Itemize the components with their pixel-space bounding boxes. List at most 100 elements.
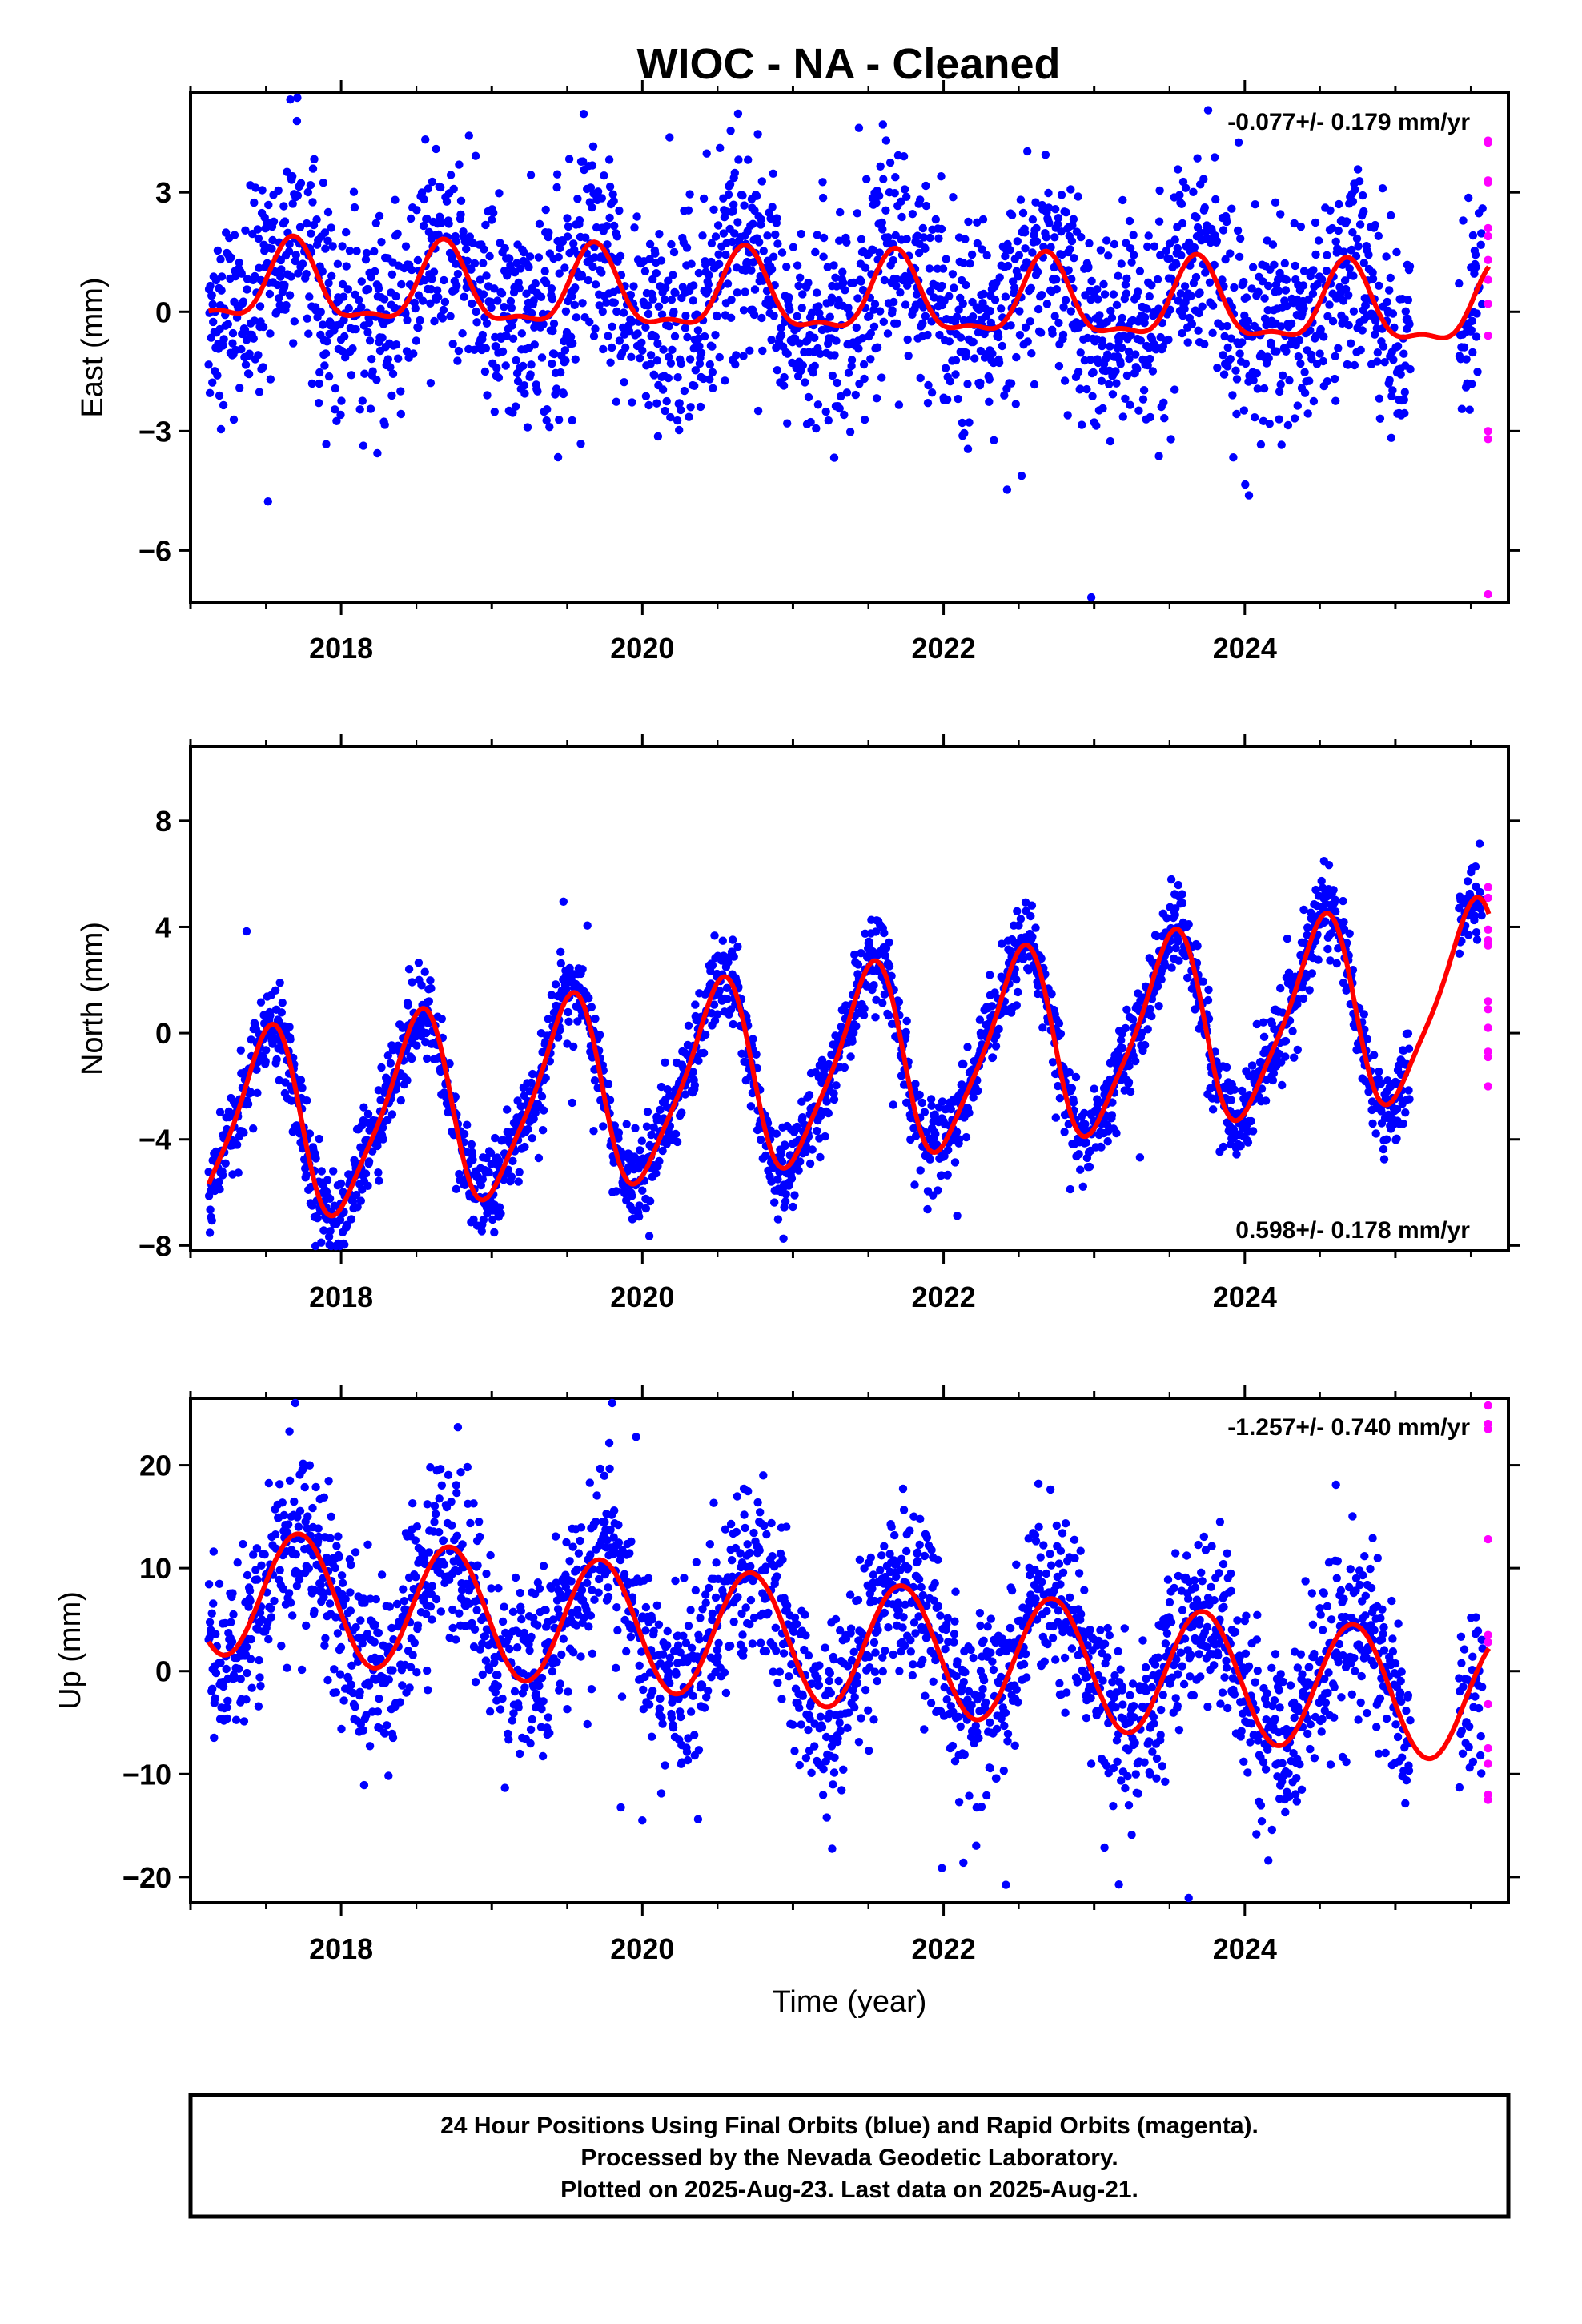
east-point-1660 <box>1070 254 1078 263</box>
east-point-1596 <box>1038 291 1046 300</box>
east-point-2314 <box>1406 364 1415 374</box>
east-point-403 <box>421 135 430 144</box>
up-point-55 <box>231 1715 241 1724</box>
north-plot-frame <box>189 745 1510 1252</box>
east-point-836 <box>641 323 650 332</box>
east-point-2127 <box>1309 266 1318 275</box>
east-point-1916 <box>1198 302 1207 311</box>
north-point-2012 <box>1243 1138 1253 1147</box>
east-point-1471 <box>969 312 978 321</box>
east-point-1051 <box>749 219 757 228</box>
east-point-786 <box>612 232 622 241</box>
north-point-496 <box>463 1120 472 1129</box>
north-point-3 <box>206 1205 215 1214</box>
east-point-1778 <box>1127 258 1136 267</box>
east-point-1146 <box>797 304 806 312</box>
north-point-158 <box>285 1023 294 1031</box>
east-point-313 <box>370 247 379 256</box>
north-point-74 <box>243 1100 253 1108</box>
east-point-167 <box>288 199 297 208</box>
east-point-1428 <box>946 377 955 386</box>
east-point-2061 <box>1275 415 1283 424</box>
north-point-1987 <box>1232 1150 1241 1159</box>
north-point-1773 <box>1124 1078 1134 1087</box>
east-point-528 <box>488 215 496 224</box>
east-point-1033 <box>741 287 749 296</box>
east-point-435 <box>437 219 446 227</box>
east-point-413 <box>426 379 436 388</box>
east-point-2309 <box>1403 296 1413 304</box>
east-point-1549 <box>1010 283 1019 292</box>
east-point-2210 <box>1352 234 1362 243</box>
north-point-406 <box>412 1041 421 1050</box>
east-point-1124 <box>785 293 793 302</box>
east-point-1524 <box>997 304 1006 313</box>
east-point-823 <box>633 329 642 338</box>
north-point-815 <box>628 1192 636 1200</box>
east-point-572 <box>508 408 517 417</box>
north-point-358 <box>387 1110 397 1119</box>
east-point-1251 <box>854 344 863 353</box>
east-point-1139 <box>794 281 803 291</box>
east-point-1587 <box>1031 198 1040 207</box>
up-point-20 <box>215 1579 224 1589</box>
east-point-1632 <box>1057 227 1066 236</box>
east-point-1184 <box>818 193 828 203</box>
north-point-1180 <box>821 1132 829 1141</box>
east-point-564 <box>505 254 514 263</box>
east-point-2137 <box>1314 236 1323 245</box>
east-point-1483 <box>976 378 985 388</box>
east-point-1829 <box>1153 275 1162 284</box>
east-point-228 <box>321 244 330 253</box>
north-point-310 <box>363 1181 372 1191</box>
east-point-1903 <box>1191 272 1201 282</box>
north-rapid-point-7 <box>1484 1023 1492 1032</box>
north-point-1118 <box>789 1202 797 1212</box>
east-point-975 <box>713 312 721 321</box>
east-point-1227 <box>841 286 849 295</box>
north-point-616 <box>524 1124 532 1134</box>
north-point-680 <box>556 947 565 957</box>
east-point-1938 <box>1208 301 1218 310</box>
east-point-128 <box>268 235 277 245</box>
east-point-1349 <box>903 335 912 344</box>
east-point-1591 <box>1033 267 1042 276</box>
east-point-719 <box>579 110 588 119</box>
east-point-1448 <box>958 418 967 428</box>
north-point-1588 <box>1026 911 1035 921</box>
east-point-1573 <box>1023 337 1032 346</box>
east-point-991 <box>721 376 729 385</box>
east-point-1559 <box>1015 331 1025 340</box>
east-point-244 <box>328 242 337 251</box>
east-point-1713 <box>1096 246 1106 255</box>
east-point-612 <box>527 360 536 369</box>
east-point-1843 <box>1162 246 1171 255</box>
east-point-2217 <box>1356 345 1365 355</box>
east-point-867 <box>656 256 666 265</box>
east-point-2266 <box>1382 252 1391 261</box>
north-point-1598 <box>1031 923 1040 932</box>
east-point-222 <box>319 320 327 329</box>
east-point-835 <box>640 267 650 275</box>
north-point-2080 <box>1281 1052 1290 1061</box>
east-point-1918 <box>1199 175 1208 183</box>
east-point-107 <box>258 186 267 195</box>
east-point-290 <box>355 405 364 414</box>
east-point-1542 <box>1006 321 1015 330</box>
east-point-1141 <box>795 339 804 348</box>
north-point-185 <box>298 1084 307 1092</box>
east-point-1729 <box>1105 380 1114 388</box>
north-point-843 <box>641 1204 651 1213</box>
east-point-417 <box>428 177 437 187</box>
north-point-1037 <box>746 1102 756 1111</box>
north-point-2204 <box>1345 929 1354 939</box>
east-point-549 <box>498 347 508 356</box>
north-y-tick-label: −4 <box>139 1124 171 1156</box>
east-point-76 <box>243 285 251 294</box>
east-point-250 <box>332 416 341 425</box>
east-point-190 <box>303 219 311 228</box>
north-point-1942 <box>1208 1105 1218 1114</box>
east-point-927 <box>689 281 698 290</box>
east-point-547 <box>497 289 507 298</box>
east-point-510 <box>479 259 488 267</box>
